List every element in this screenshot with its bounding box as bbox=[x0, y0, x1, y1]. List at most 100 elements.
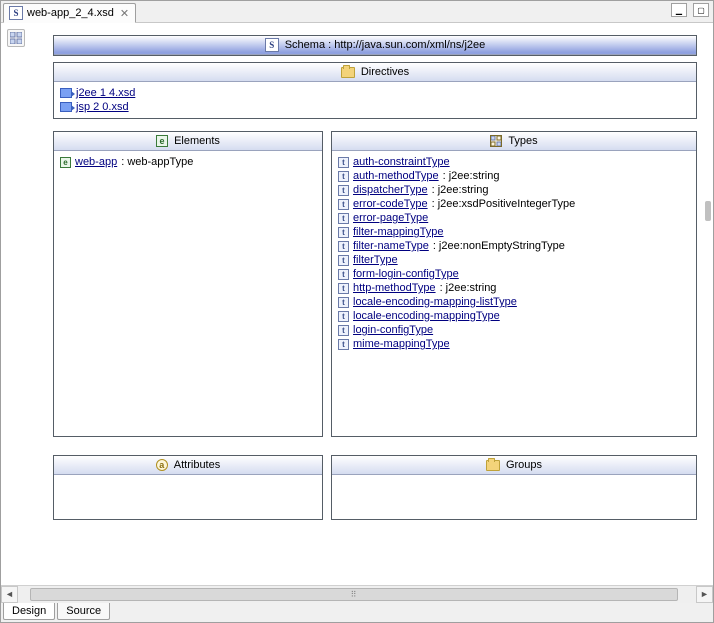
schema-content: S Schema : http://java.sun.com/xml/ns/j2… bbox=[19, 23, 713, 538]
type-item-icon: t bbox=[338, 171, 349, 182]
directives-panel: Directives j2ee 1 4.xsd jsp 2 0.xsd bbox=[53, 62, 697, 119]
directive-item[interactable]: jsp 2 0.xsd bbox=[60, 100, 690, 114]
elements-body: e web-app : web-appType bbox=[54, 151, 322, 173]
attributes-panel: a Attributes bbox=[53, 455, 323, 520]
groups-panel: Groups bbox=[331, 455, 697, 520]
schema-panel: S Schema : http://java.sun.com/xml/ns/j2… bbox=[53, 35, 697, 56]
type-item-icon: t bbox=[338, 213, 349, 224]
type-item[interactable]: t error-codeType : j2ee:xsdPositiveIntege… bbox=[338, 197, 690, 211]
content-scroll[interactable]: S Schema : http://java.sun.com/xml/ns/j2… bbox=[19, 23, 713, 585]
schema-file-icon: S bbox=[9, 6, 23, 20]
elements-panel: e Elements e web-app : web-appType bbox=[53, 131, 323, 437]
type-item-icon: t bbox=[338, 339, 349, 350]
groups-body bbox=[332, 475, 696, 519]
type-link[interactable]: form-login-configType bbox=[353, 268, 459, 280]
type-item[interactable]: t filter-mappingType bbox=[338, 225, 690, 239]
element-item-icon: e bbox=[60, 157, 71, 168]
type-item-icon: t bbox=[338, 255, 349, 266]
type-link[interactable]: mime-mappingType bbox=[353, 338, 450, 350]
type-link[interactable]: dispatcherType bbox=[353, 184, 428, 196]
editor-tab-webapp-xsd[interactable]: S web-app_2_4.xsd ✕ bbox=[3, 3, 136, 23]
types-body[interactable]: t auth-constraintType t auth-methodType : j… bbox=[332, 151, 696, 355]
folder-icon bbox=[486, 460, 500, 471]
maximize-button[interactable]: ▢ bbox=[693, 3, 709, 17]
type-suffix: : j2ee:string bbox=[440, 282, 497, 294]
types-panel: Types t auth-constraintType t auth-methodTy… bbox=[331, 131, 697, 437]
type-item[interactable]: t login-configType bbox=[338, 323, 690, 337]
elements-types-row: e Elements e web-app : web-appType bbox=[53, 125, 697, 443]
tab-source[interactable]: Source bbox=[57, 603, 110, 620]
scroll-thumb[interactable]: ⠿ bbox=[30, 588, 678, 601]
directives-header: Directives bbox=[54, 63, 696, 82]
type-item-icon: t bbox=[338, 325, 349, 336]
type-link[interactable]: login-configType bbox=[353, 324, 433, 336]
type-link[interactable]: error-pageType bbox=[353, 212, 428, 224]
type-link[interactable]: filterType bbox=[353, 254, 398, 266]
type-item-icon: t bbox=[338, 311, 349, 322]
mode-tab-bar: Design Source bbox=[1, 602, 713, 622]
type-link[interactable]: error-codeType bbox=[353, 198, 428, 210]
editor-frame: S web-app_2_4.xsd ✕ ▁ ▢ S Schema : http:… bbox=[0, 0, 714, 623]
type-item[interactable]: thttp-methodType : j2ee:string bbox=[338, 281, 690, 295]
outer-scrollbar-thumb[interactable] bbox=[705, 201, 711, 221]
scroll-right-button[interactable]: ► bbox=[696, 586, 713, 603]
groups-header: Groups bbox=[332, 456, 696, 475]
attributes-header: a Attributes bbox=[54, 456, 322, 475]
type-link[interactable]: filter-mappingType bbox=[353, 226, 444, 238]
type-suffix: : j2ee:string bbox=[443, 170, 500, 182]
attributes-groups-row: a Attributes Groups bbox=[53, 449, 697, 526]
directive-link[interactable]: j2ee 1 4.xsd bbox=[76, 87, 135, 99]
directive-item[interactable]: j2ee 1 4.xsd bbox=[60, 86, 690, 100]
type-item-icon: t bbox=[338, 157, 349, 168]
horizontal-scrollbar[interactable]: ◄ ⠿ ► bbox=[1, 585, 713, 602]
type-item[interactable]: t dispatcherType : j2ee:string bbox=[338, 183, 690, 197]
minimize-button[interactable]: ▁ bbox=[671, 3, 687, 17]
type-item[interactable]: t error-pageType bbox=[338, 211, 690, 225]
type-item[interactable]: t mime-mappingType bbox=[338, 337, 690, 351]
type-item[interactable]: t form-login-configType bbox=[338, 267, 690, 281]
type-item-icon: t bbox=[338, 185, 349, 196]
import-icon bbox=[60, 102, 72, 112]
directives-list: j2ee 1 4.xsd jsp 2 0.xsd bbox=[60, 86, 690, 114]
scroll-left-button[interactable]: ◄ bbox=[1, 586, 18, 603]
types-header: Types bbox=[332, 132, 696, 151]
directives-body: j2ee 1 4.xsd jsp 2 0.xsd bbox=[54, 82, 696, 118]
editor-main-area: S Schema : http://java.sun.com/xml/ns/j2… bbox=[1, 23, 713, 585]
element-icon: e bbox=[156, 135, 168, 147]
type-item-icon: t bbox=[338, 227, 349, 238]
attribute-icon: a bbox=[156, 459, 168, 471]
type-link[interactable]: auth-constraintType bbox=[353, 156, 450, 168]
tab-design[interactable]: Design bbox=[3, 603, 55, 620]
close-icon[interactable]: ✕ bbox=[120, 7, 129, 20]
type-link[interactable]: http-methodType bbox=[353, 282, 436, 294]
type-link[interactable]: locale-encoding-mapping-listType bbox=[353, 296, 517, 308]
types-icon bbox=[490, 135, 502, 147]
type-item[interactable]: t filterType bbox=[338, 253, 690, 267]
type-item-icon: t bbox=[338, 269, 349, 280]
editor-gutter bbox=[1, 23, 19, 585]
directive-link[interactable]: jsp 2 0.xsd bbox=[76, 101, 129, 113]
type-link[interactable]: locale-encoding-mappingType bbox=[353, 310, 500, 322]
type-item[interactable]: t auth-methodType : j2ee:string bbox=[338, 169, 690, 183]
folder-icon bbox=[341, 67, 355, 78]
editor-tab-bar: S web-app_2_4.xsd ✕ ▁ ▢ bbox=[1, 1, 713, 23]
type-link[interactable]: auth-methodType bbox=[353, 170, 439, 182]
type-item[interactable]: t locale-encoding-mapping-listType bbox=[338, 295, 690, 309]
elements-header: e Elements bbox=[54, 132, 322, 151]
type-item[interactable]: t locale-encoding-mappingType bbox=[338, 309, 690, 323]
type-item[interactable]: tfilter-nameType : j2ee:nonEmptyStringTy… bbox=[338, 239, 690, 253]
element-item[interactable]: e web-app : web-appType bbox=[60, 155, 316, 169]
type-item-icon: t bbox=[338, 297, 349, 308]
attributes-title: Attributes bbox=[174, 459, 220, 471]
scroll-track[interactable]: ⠿ bbox=[18, 586, 696, 603]
type-suffix: : j2ee:string bbox=[432, 184, 489, 196]
element-link[interactable]: web-app bbox=[75, 156, 117, 168]
type-suffix: : j2ee:nonEmptyStringType bbox=[433, 240, 565, 252]
attributes-body bbox=[54, 475, 322, 519]
directives-title: Directives bbox=[361, 66, 409, 78]
type-item[interactable]: t auth-constraintType bbox=[338, 155, 690, 169]
type-item-icon: t bbox=[338, 199, 349, 210]
type-suffix: : j2ee:xsdPositiveIntegerType bbox=[432, 198, 576, 210]
type-link[interactable]: filter-nameType bbox=[353, 240, 429, 252]
element-type-suffix: : web-appType bbox=[121, 156, 193, 168]
